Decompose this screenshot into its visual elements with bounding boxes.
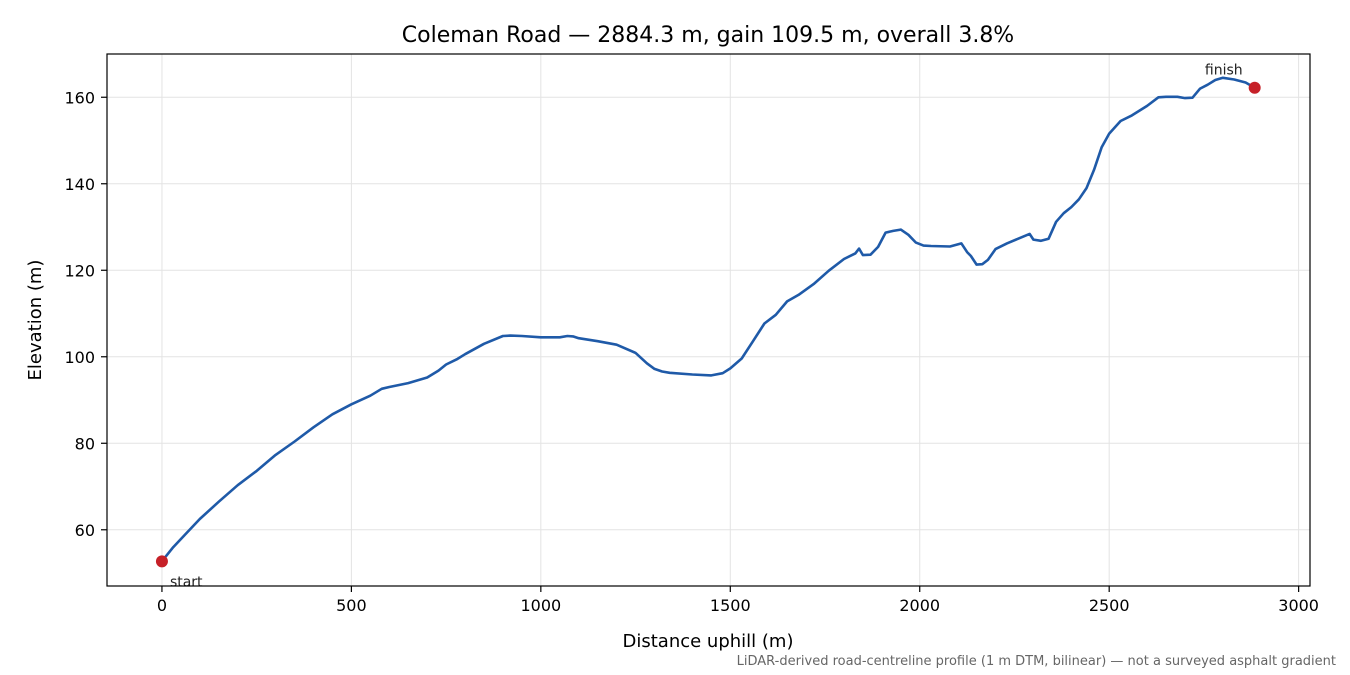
chart-title: Coleman Road — 2884.3 m, gain 109.5 m, o… xyxy=(402,23,1014,48)
x-tick-label: 1000 xyxy=(520,596,561,615)
axis-ticks: 0 500 1000 1500 2000 2500 3000 60 80 100 120 140 160 xyxy=(64,88,1319,615)
y-tick-label: 100 xyxy=(64,348,95,367)
finish-label: finish xyxy=(1205,63,1243,79)
y-axis-label: Elevation (m) xyxy=(25,260,46,381)
x-tick-label: 1500 xyxy=(710,596,751,615)
plot-frame xyxy=(106,53,1311,587)
y-tick-label: 60 xyxy=(75,521,95,540)
y-tick-label: 160 xyxy=(64,88,95,107)
y-tick-label: 140 xyxy=(64,175,95,194)
y-tick-label: 120 xyxy=(64,261,95,280)
start-label: start xyxy=(170,574,203,590)
x-tick-label: 2500 xyxy=(1089,596,1130,615)
start-marker xyxy=(155,555,168,568)
chart-footnote: LiDAR-derived road-centreline profile (1… xyxy=(737,654,1336,669)
finish-marker xyxy=(1248,81,1261,94)
y-tick-label: 80 xyxy=(75,434,95,453)
x-tick-label: 3000 xyxy=(1278,596,1319,615)
elevation-series-line xyxy=(160,76,1256,563)
x-tick-label: 2000 xyxy=(899,596,940,615)
x-axis-label: Distance uphill (m) xyxy=(623,631,794,652)
x-tick-label: 0 xyxy=(157,596,167,615)
gridlines xyxy=(107,54,1310,586)
endpoint-markers: start finish xyxy=(155,63,1261,590)
x-tick-label: 500 xyxy=(336,596,367,615)
